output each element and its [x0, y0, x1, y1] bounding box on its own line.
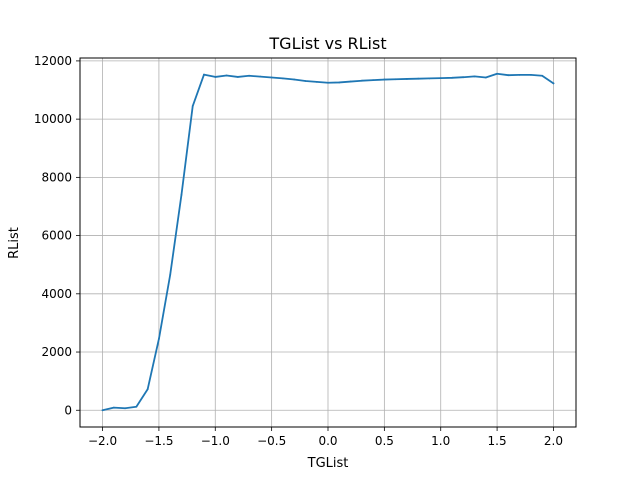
data-point [484, 76, 487, 79]
data-point [462, 76, 465, 79]
y-tick-label: 12000 [34, 54, 72, 68]
x-tick-label: −0.5 [257, 434, 286, 448]
data-point [496, 72, 498, 75]
x-tick-label: 0.5 [375, 434, 394, 448]
data-point [439, 77, 442, 79]
data-point [169, 273, 172, 276]
data-point [473, 75, 476, 78]
data-point [451, 76, 453, 79]
y-tick-label: 10000 [34, 112, 72, 126]
data-point [518, 73, 521, 76]
data-point [383, 78, 386, 81]
x-tick-label: 0.0 [318, 434, 337, 448]
y-tick-label: 8000 [41, 170, 72, 184]
x-tick-label: −1.5 [144, 434, 173, 448]
y-tick-label: 4000 [41, 287, 72, 301]
data-point [282, 77, 284, 80]
data-point [112, 406, 115, 409]
data-point [507, 74, 510, 77]
data-point [552, 82, 555, 85]
data-point [394, 78, 397, 81]
data-point [304, 80, 307, 82]
data-point [203, 73, 205, 76]
data-point [406, 78, 408, 80]
x-tick-label: −2.0 [88, 434, 117, 448]
data-point [372, 79, 374, 82]
data-point [225, 74, 228, 77]
data-point [259, 75, 262, 78]
data-point [191, 105, 194, 107]
data-point [530, 73, 532, 76]
x-tick-label: 2.0 [544, 434, 563, 448]
y-tick-label: 2000 [41, 345, 72, 359]
data-point [146, 388, 149, 391]
x-tick-label: 1.5 [488, 434, 507, 448]
data-point [135, 405, 138, 408]
data-point [338, 81, 341, 84]
data-point [315, 80, 318, 83]
x-axis-label: TGList [307, 456, 349, 471]
x-tick-label: −1.0 [201, 434, 230, 448]
y-tick-label: 6000 [41, 229, 72, 243]
data-point [293, 78, 296, 81]
chart-title: TGList vs RList [268, 34, 386, 53]
data-point [541, 74, 544, 77]
series-layer [101, 72, 555, 412]
data-point [417, 77, 420, 80]
data-point [124, 407, 126, 410]
data-point [428, 77, 431, 80]
data-point [349, 80, 352, 83]
ticks-layer: −2.0 −1.5 −1.0 −0.5 0.0 0.5 1.0 1.5 2.0 0 2000 4000… [34, 54, 563, 448]
data-point [327, 81, 329, 84]
y-axis-label: RList [7, 227, 22, 259]
y-tick-label: 0 [64, 403, 72, 417]
data-point [101, 409, 104, 412]
data-point [214, 76, 217, 78]
data-point [180, 193, 183, 196]
data-point [270, 76, 273, 79]
data-point [158, 338, 160, 340]
data-point [236, 76, 239, 78]
data-point [248, 74, 250, 77]
x-tick-label: 1.0 [431, 434, 450, 448]
data-point [360, 79, 363, 82]
grid-layer [80, 58, 576, 427]
